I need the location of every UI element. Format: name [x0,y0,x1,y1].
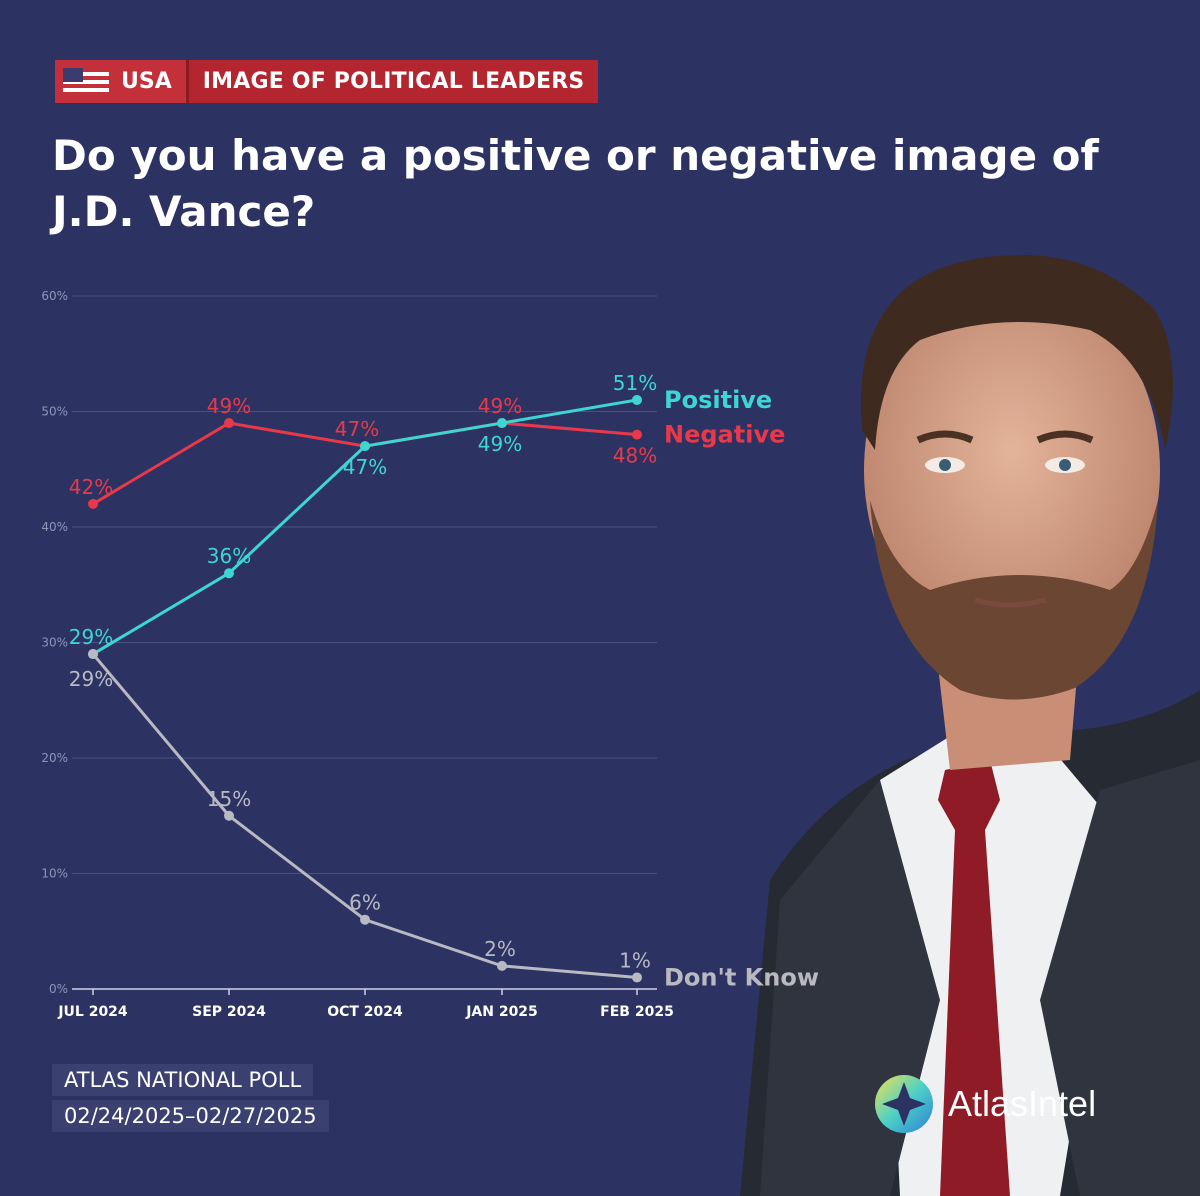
y-tick-label: 40% [41,520,68,534]
y-tick-label: 10% [41,867,68,881]
atlasintel-logo-icon [875,1075,933,1133]
data-label: 1% [619,948,651,972]
data-point [224,568,234,579]
series-name-label: Positive [664,386,772,414]
series-name-label: Don't Know [664,963,819,991]
chart-title: Do you have a positive or negative image… [52,131,1099,236]
data-point [497,418,507,429]
y-tick-label: 50% [41,405,68,419]
y-tick-label: 60% [41,289,68,303]
data-label: 51% [613,371,657,395]
poll-info: ATLAS NATIONAL POLL 02/24/2025–02/27/202… [52,1064,329,1132]
data-label: 47% [343,455,387,479]
data-label: 49% [207,394,251,418]
data-point [360,914,370,925]
x-tick-label: FEB 2025 [600,1004,674,1020]
tag-country: USA [55,60,189,103]
data-label: 29% [69,625,113,649]
data-point [497,960,507,971]
brand-name: AtlasIntel [948,1083,1097,1124]
y-tick-label: 30% [41,636,68,650]
us-flag-icon [63,67,109,96]
data-label: 15% [207,787,251,811]
data-point [224,810,234,821]
header-tag: USA IMAGE OF POLITICAL LEADERS [55,60,599,103]
y-tick-label: 20% [41,751,68,765]
data-point [88,649,98,660]
data-point [632,972,642,983]
poll-name: ATLAS NATIONAL POLL [52,1064,314,1096]
series-name-label: Negative [664,421,785,449]
tag-topic: IMAGE OF POLITICAL LEADERS [202,69,585,94]
data-point [88,498,98,509]
poll-dates: 02/24/2025–02/27/2025 [52,1100,329,1132]
x-tick-label: SEP 2024 [192,1004,266,1020]
data-label: 36% [207,544,251,568]
data-label: 47% [335,417,379,441]
data-label: 6% [349,891,381,915]
data-label: 49% [478,432,522,456]
data-point [632,429,642,440]
tag-country-label: USA [121,69,172,94]
data-label: 48% [613,444,657,468]
brand: AtlasIntel [872,1072,1096,1136]
x-tick-label: JAN 2025 [465,1004,538,1020]
x-tick-label: JUL 2024 [57,1004,128,1020]
x-tick-label: OCT 2024 [327,1004,403,1020]
series-line [91,653,638,979]
data-point [360,441,370,452]
data-point [632,394,642,405]
data-point [224,418,234,429]
data-label: 42% [69,475,113,499]
y-tick-label: 0% [49,982,68,996]
data-label: 49% [478,394,522,418]
data-label: 29% [69,667,113,691]
data-label: 2% [484,937,516,961]
